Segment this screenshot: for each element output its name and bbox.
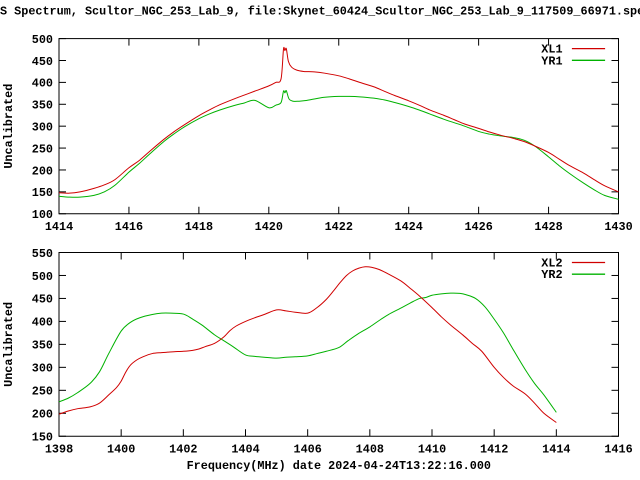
svg-text:1408: 1408 xyxy=(356,442,384,456)
svg-text:1422: 1422 xyxy=(325,220,353,234)
svg-text:1418: 1418 xyxy=(185,220,213,234)
svg-text:200: 200 xyxy=(32,408,53,422)
svg-text:1414: 1414 xyxy=(542,442,570,456)
svg-text:550: 550 xyxy=(32,247,53,261)
svg-text:450: 450 xyxy=(32,55,53,69)
svg-text:1416: 1416 xyxy=(115,220,143,234)
svg-text:Frequency(MHz) date 2024-04-24: Frequency(MHz) date 2024-04-24T13:22:16.… xyxy=(187,459,491,473)
svg-text:1404: 1404 xyxy=(231,442,259,456)
svg-text:1414: 1414 xyxy=(45,220,73,234)
svg-text:400: 400 xyxy=(32,316,53,330)
svg-text:500: 500 xyxy=(32,270,53,284)
svg-text:XL1/YR1/XL2/YR2S Spectrum, Scu: XL1/YR1/XL2/YR2S Spectrum, Scultor_NGC_2… xyxy=(0,5,640,19)
svg-text:150: 150 xyxy=(32,186,53,200)
svg-text:1416: 1416 xyxy=(604,442,632,456)
svg-text:Uncalibrated: Uncalibrated xyxy=(2,302,16,387)
svg-text:1428: 1428 xyxy=(534,220,562,234)
svg-text:1430: 1430 xyxy=(604,220,632,234)
svg-text:250: 250 xyxy=(32,385,53,399)
svg-text:YR2: YR2 xyxy=(541,268,562,282)
svg-text:450: 450 xyxy=(32,293,53,307)
svg-text:YR1: YR1 xyxy=(541,54,562,68)
svg-text:250: 250 xyxy=(32,142,53,156)
svg-text:400: 400 xyxy=(32,77,53,91)
svg-text:1424: 1424 xyxy=(395,220,423,234)
svg-text:1400: 1400 xyxy=(107,442,135,456)
svg-text:350: 350 xyxy=(32,99,53,113)
svg-text:1402: 1402 xyxy=(169,442,197,456)
svg-text:Uncalibrated: Uncalibrated xyxy=(2,84,16,169)
svg-text:1426: 1426 xyxy=(464,220,492,234)
svg-text:1412: 1412 xyxy=(480,442,508,456)
svg-text:1420: 1420 xyxy=(255,220,283,234)
svg-text:1398: 1398 xyxy=(45,442,73,456)
svg-text:500: 500 xyxy=(32,33,53,47)
svg-text:1410: 1410 xyxy=(418,442,446,456)
svg-text:300: 300 xyxy=(32,362,53,376)
svg-text:300: 300 xyxy=(32,120,53,134)
svg-text:350: 350 xyxy=(32,339,53,353)
svg-text:200: 200 xyxy=(32,164,53,178)
svg-text:1406: 1406 xyxy=(294,442,322,456)
